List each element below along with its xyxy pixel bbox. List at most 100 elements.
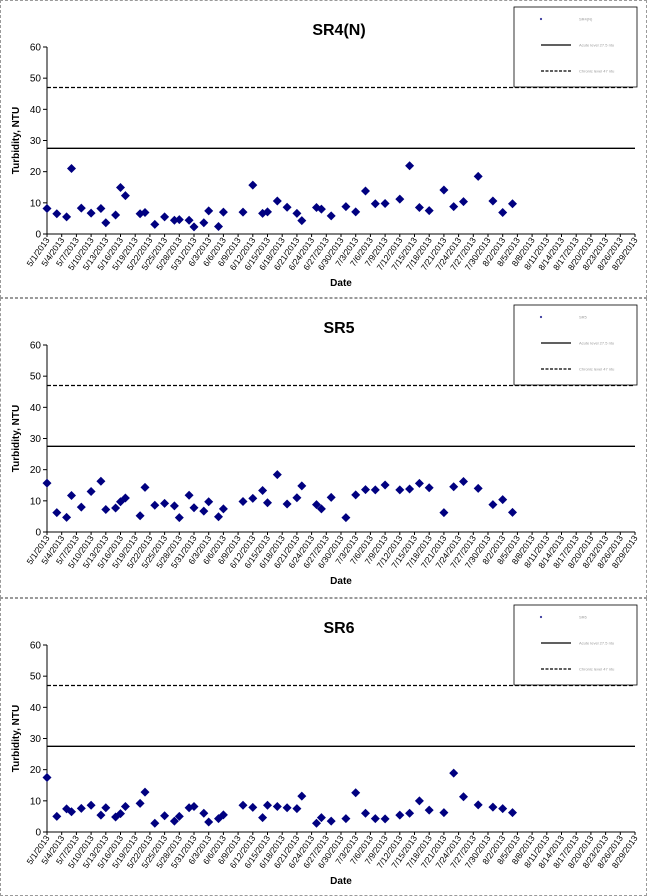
data-point xyxy=(199,506,209,516)
data-point xyxy=(101,218,111,228)
data-point xyxy=(263,800,272,810)
data-point xyxy=(76,803,86,813)
data-point xyxy=(282,202,292,212)
data-point xyxy=(62,212,72,222)
data-point xyxy=(140,207,150,217)
data-point xyxy=(473,171,483,181)
data-point xyxy=(86,486,96,496)
data-point xyxy=(395,194,405,204)
data-point xyxy=(498,207,508,217)
data-point xyxy=(248,493,258,503)
legend-marker xyxy=(539,17,543,21)
data-point xyxy=(76,203,86,213)
data-point xyxy=(150,818,160,828)
data-point xyxy=(150,219,160,229)
y-tick-label: 40 xyxy=(30,105,42,116)
data-point xyxy=(86,800,96,810)
data-point xyxy=(351,207,361,217)
data-point xyxy=(140,482,150,492)
y-tick-label: 50 xyxy=(30,672,42,683)
y-tick-label: 20 xyxy=(30,167,42,178)
data-point xyxy=(508,808,517,818)
chart-panel-sr6: SR6 0 10 20 30 40 50 60 Turbidity, NTU 5/1/2013 5/… xyxy=(0,598,647,896)
x-axis-label: Date xyxy=(330,876,352,887)
data-point xyxy=(272,196,282,206)
data-point xyxy=(42,772,52,782)
data-point xyxy=(316,504,326,514)
data-point xyxy=(204,817,214,827)
chart-panel-sr5: SR5 0 10 20 30 40 50 60 Turbidity, NTU 5/1/2013 5/… xyxy=(0,298,647,598)
data-point xyxy=(508,507,517,517)
data-point xyxy=(42,203,52,213)
data-point xyxy=(361,808,370,818)
data-point xyxy=(116,809,125,819)
data-point xyxy=(395,810,405,820)
y-tick-label: 20 xyxy=(30,465,42,476)
data-point xyxy=(473,483,483,493)
data-point xyxy=(160,811,170,821)
legend-label: SR6 xyxy=(579,615,588,620)
y-tick-label: 30 xyxy=(30,734,42,745)
data-point xyxy=(218,810,228,820)
chart-title: SR6 xyxy=(323,620,354,637)
y-tick-label: 50 xyxy=(30,74,42,85)
data-point xyxy=(351,788,361,798)
data-point xyxy=(258,486,268,496)
data-point xyxy=(135,798,145,808)
data-point xyxy=(140,787,150,797)
data-point xyxy=(292,804,302,814)
y-tick-label: 40 xyxy=(30,403,42,414)
data-point xyxy=(326,492,336,502)
legend-label: Acute level 27.5 ntu xyxy=(579,43,614,48)
data-point xyxy=(199,808,209,818)
legend-label: Chronic level 47 ntu xyxy=(579,667,614,672)
data-point xyxy=(370,485,380,495)
data-point xyxy=(380,480,390,490)
data-point xyxy=(424,805,434,815)
data-point xyxy=(120,493,130,503)
data-point xyxy=(414,796,424,806)
data-point xyxy=(488,196,498,206)
data-point xyxy=(297,216,307,226)
data-point xyxy=(258,813,268,823)
data-point xyxy=(405,161,415,171)
data-point xyxy=(160,212,170,222)
data-point xyxy=(218,207,228,217)
y-tick-label: 30 xyxy=(30,434,42,445)
data-point xyxy=(272,801,282,811)
data-point xyxy=(86,208,96,218)
data-point xyxy=(405,808,415,818)
data-point xyxy=(361,186,370,196)
data-point xyxy=(508,199,517,209)
data-point xyxy=(174,513,184,523)
data-point xyxy=(341,814,351,824)
data-point xyxy=(341,513,351,523)
data-point xyxy=(414,478,424,488)
data-point xyxy=(135,511,145,521)
data-point xyxy=(218,504,228,514)
data-point xyxy=(184,215,194,225)
data-point xyxy=(292,493,302,503)
data-point xyxy=(272,470,282,480)
y-tick-label: 60 xyxy=(30,341,42,352)
legend-marker xyxy=(539,315,543,319)
data-point xyxy=(380,198,390,208)
data-point xyxy=(101,505,111,515)
legend-label: SR4(N) xyxy=(579,17,593,22)
data-point xyxy=(370,199,380,209)
data-point xyxy=(62,512,72,522)
data-point xyxy=(312,500,321,510)
data-point xyxy=(351,490,361,500)
data-point xyxy=(174,811,184,821)
data-point xyxy=(189,222,199,232)
legend-box xyxy=(513,6,638,88)
data-point xyxy=(67,807,76,817)
y-tick-label: 0 xyxy=(35,230,41,241)
data-point xyxy=(439,185,449,195)
legend-label: Acute level 27.5 ntu xyxy=(579,341,614,346)
data-point xyxy=(459,792,468,802)
data-point xyxy=(238,207,248,217)
data-point xyxy=(326,211,336,221)
y-tick-label: 60 xyxy=(30,641,42,652)
